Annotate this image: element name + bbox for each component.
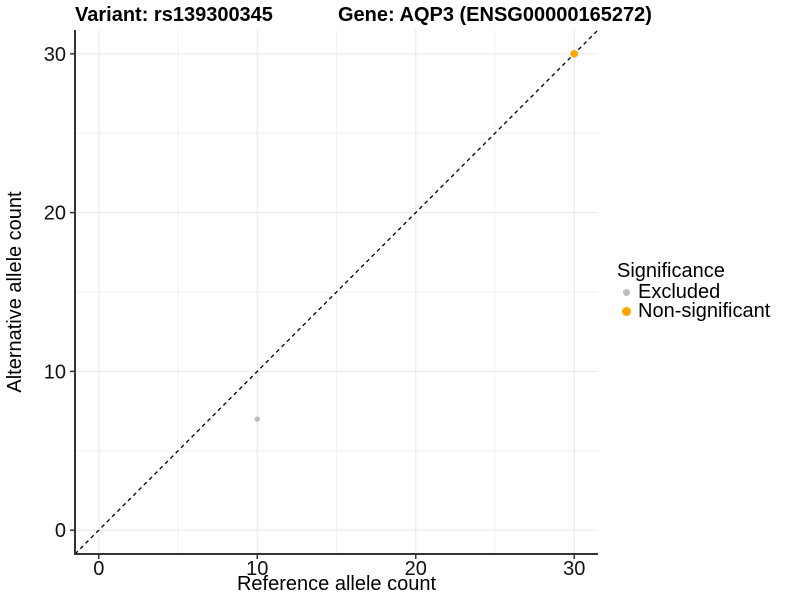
legend-item-label: Excluded	[638, 281, 721, 303]
data-point-excluded	[254, 416, 260, 422]
legend-title: Significance	[617, 260, 725, 282]
y-tick-label: 20	[44, 203, 66, 225]
legend-item-excluded: Excluded	[617, 281, 770, 303]
legend-item-non-significant: Non-significant	[617, 300, 771, 322]
variant-title: Variant: rs139300345	[75, 4, 273, 26]
x-axis-title: Reference allele count	[236, 573, 436, 595]
identity-line	[74, 29, 599, 555]
gene-title: Gene: AQP3 (ENSG00000165272)	[338, 4, 652, 26]
y-tick-label: 10	[44, 361, 66, 383]
excluded-point-icon	[623, 289, 630, 296]
legend: Significance Excluded Non-significant	[617, 260, 771, 322]
y-tick-label: 30	[44, 44, 66, 66]
x-tick-label: 30	[563, 558, 585, 580]
legend-item-label: Non-significant	[638, 300, 771, 322]
x-tick-label: 20	[405, 558, 427, 580]
y-axis-title: Alternative allele count	[4, 191, 26, 393]
non-significant-point-icon	[622, 307, 631, 316]
data-point-non-significant	[570, 50, 579, 58]
x-tick-label: 0	[93, 558, 104, 580]
x-tick-label: 10	[246, 558, 268, 580]
y-tick-label: 0	[55, 520, 66, 542]
